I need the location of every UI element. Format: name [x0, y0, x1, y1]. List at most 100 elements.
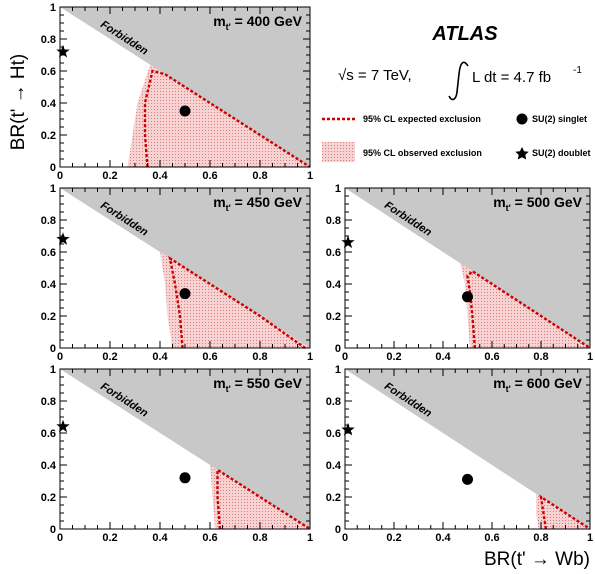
- mass-label: mt' = 450 GeV: [213, 194, 302, 213]
- energy-label: √s = 7 TeV,: [338, 67, 412, 84]
- observed-exclusion-region: [127, 64, 310, 167]
- x-tick-label: 0: [57, 532, 63, 544]
- su2-doublet-point: [56, 419, 70, 433]
- panel-1: 0 0.2 0.4 0.6 0.8 1 0 0.2 0.4 0.6 0.8 1 mt' = 400 Ge…: [41, 2, 313, 182]
- y-tick-label: 0.6: [41, 247, 56, 259]
- y-tick-label: 0.4: [326, 460, 342, 472]
- legend-singlet-marker: [516, 113, 528, 125]
- x-tick-label: 0: [57, 351, 63, 363]
- x-tick-label: 0: [57, 170, 63, 182]
- luminosity-label: L dt = 4.7 fb: [472, 69, 551, 86]
- y-axis-label: BR(t' → Ht): [8, 54, 29, 151]
- su2-singlet-point: [179, 472, 191, 484]
- x-tick-label: 0.2: [386, 351, 401, 363]
- x-axis-label: BR(t' → Wb): [484, 549, 590, 570]
- y-tick-label: 0.6: [41, 428, 56, 440]
- expected-exclusion-curve: [216, 467, 311, 531]
- y-tick-label: 0.8: [41, 34, 56, 46]
- x-tick-label: 0.6: [484, 351, 499, 363]
- legend-observed-label: 95% CL observed exclusion: [363, 148, 482, 158]
- y-tick-label: 0.4: [326, 279, 342, 291]
- legend-doublet-marker: [515, 147, 529, 160]
- y-tick-label: 0.4: [41, 279, 57, 291]
- expected-exclusion-curve: [168, 255, 306, 349]
- integral-sign-icon: [448, 61, 469, 101]
- y-tick-label: 1: [50, 183, 56, 195]
- x-tick-label: 0: [342, 351, 348, 363]
- mass-label: mt' = 550 GeV: [213, 375, 302, 394]
- y-tick-label: 0.6: [326, 428, 341, 440]
- y-tick-label: 0.8: [326, 396, 341, 408]
- x-tick-label: 0.2: [102, 170, 117, 182]
- su2-doublet-point: [341, 235, 355, 249]
- y-tick-label: 1: [335, 364, 341, 376]
- x-tick-label: 0.4: [435, 532, 451, 544]
- x-tick-label: 0.2: [102, 351, 117, 363]
- mass-label: mt' = 500 GeV: [493, 194, 582, 213]
- mass-label: mt' = 600 GeV: [493, 375, 582, 394]
- x-tick-label: 0.8: [533, 351, 548, 363]
- x-tick-label: 0.8: [252, 532, 267, 544]
- su2-singlet-point: [462, 473, 473, 485]
- y-tick-label: 1: [335, 183, 341, 195]
- panel-4: 0 0.2 0.4 0.6 0.8 1 0 0.2 0.4 0.6 0.8 1 mt' = 550 Ge…: [41, 364, 313, 544]
- y-tick-label: 0.8: [326, 215, 341, 227]
- x-tick-label: 1: [587, 351, 593, 363]
- x-tick-label: 0.2: [102, 532, 117, 544]
- y-tick-label: 0.4: [41, 98, 57, 110]
- y-tick-label: 0.2: [41, 130, 56, 142]
- y-tick-label: 0: [50, 343, 56, 355]
- x-tick-label: 0.6: [202, 532, 217, 544]
- x-tick-label: 1: [307, 170, 313, 182]
- y-tick-label: 0.2: [326, 311, 341, 323]
- y-tick-label: 0: [335, 343, 341, 355]
- legend-singlet-label: SU(2) singlet: [532, 114, 587, 124]
- x-tick-label: 1: [307, 532, 313, 544]
- x-tick-label: 0.8: [252, 170, 267, 182]
- su2-doublet-point: [56, 44, 70, 58]
- su2-singlet-point: [179, 288, 191, 300]
- y-tick-label: 0.2: [41, 311, 56, 323]
- legend: 95% CL expected exclusion 95% CL observe…: [322, 113, 591, 162]
- y-tick-label: 0: [50, 162, 56, 174]
- y-tick-label: 0: [335, 524, 341, 536]
- su2-singlet-point: [462, 291, 473, 303]
- x-tick-label: 0.6: [484, 532, 499, 544]
- legend-observed-swatch: [322, 142, 355, 162]
- expected-exclusion-curve: [539, 494, 591, 531]
- panel-2: 0 0.2 0.4 0.6 0.8 1 0 0.2 0.4 0.6 0.8 1 mt' = 450 Ge…: [41, 183, 313, 363]
- y-tick-label: 1: [50, 364, 56, 376]
- x-tick-label: 0.4: [152, 170, 168, 182]
- panel-3: 0 0.2 0.4 0.6 0.8 1 0 0.2 0.4 0.6 0.8 1 mt' = 500 Ge…: [326, 183, 593, 363]
- x-tick-label: 0.6: [202, 170, 217, 182]
- legend-doublet-label: SU(2) doublet: [532, 148, 591, 158]
- y-tick-label: 0.4: [41, 460, 57, 472]
- x-tick-label: 0.4: [435, 351, 451, 363]
- y-tick-label: 0.2: [326, 492, 341, 504]
- y-tick-label: 0.6: [41, 66, 56, 78]
- su2-singlet-point: [179, 105, 191, 117]
- legend-expected-label: 95% CL expected exclusion: [363, 114, 481, 124]
- expected-exclusion-curve: [466, 269, 591, 350]
- x-tick-label: 0.8: [533, 532, 548, 544]
- x-tick-label: 1: [307, 351, 313, 363]
- expected-exclusion-curve: [143, 69, 311, 169]
- x-tick-label: 0.2: [386, 532, 401, 544]
- su2-doublet-point: [341, 422, 355, 436]
- x-tick-label: 0.4: [152, 532, 168, 544]
- forbidden-region: [345, 369, 590, 529]
- x-tick-label: 0.8: [252, 351, 267, 363]
- atlas-label: ATLAS: [431, 23, 498, 45]
- x-tick-label: 1: [587, 532, 593, 544]
- y-tick-label: 0.2: [41, 492, 56, 504]
- panel-5: 0 0.2 0.4 0.6 0.8 1 0 0.2 0.4 0.6 0.8 1 mt' = 600 Ge…: [326, 364, 593, 544]
- luminosity-exponent: -1: [573, 65, 582, 76]
- su2-doublet-point: [56, 232, 70, 245]
- y-tick-label: 0.8: [41, 215, 56, 227]
- x-tick-label: 0.4: [152, 351, 168, 363]
- y-tick-label: 0: [50, 524, 56, 536]
- y-tick-label: 0.6: [326, 247, 341, 259]
- x-tick-label: 0: [342, 532, 348, 544]
